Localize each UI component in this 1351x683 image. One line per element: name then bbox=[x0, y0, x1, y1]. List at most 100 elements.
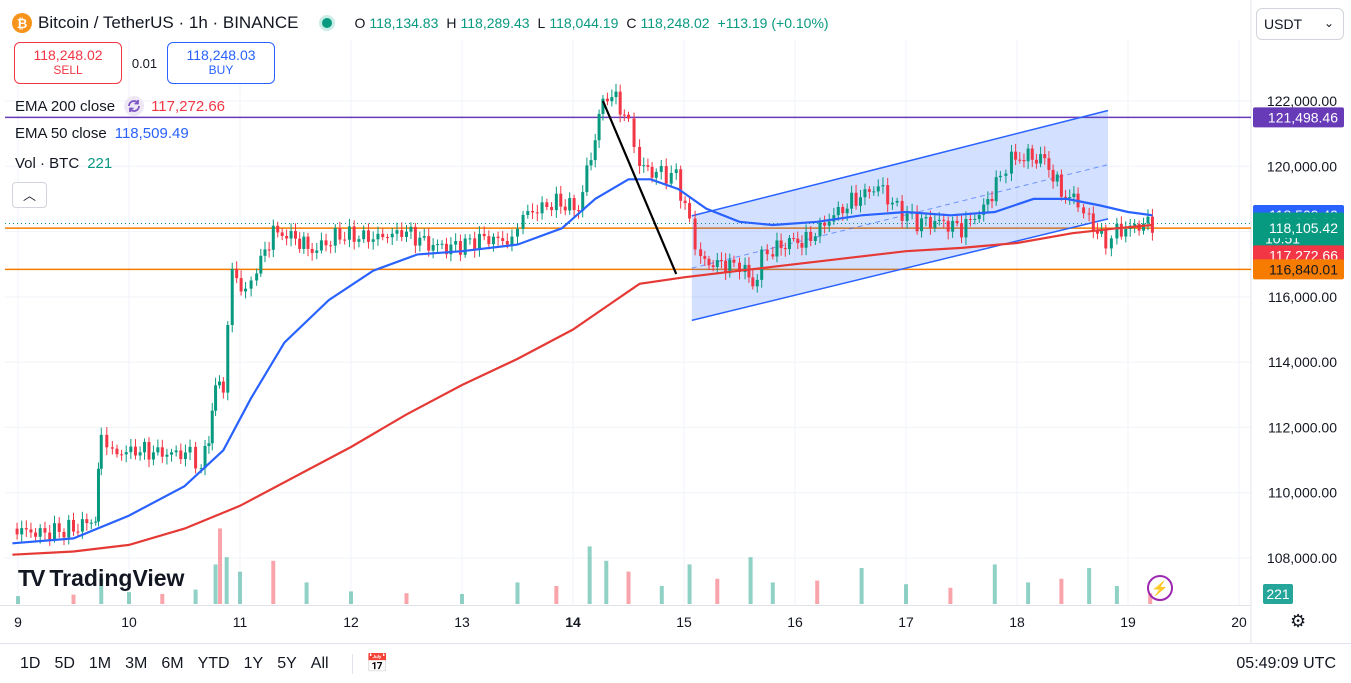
candle-body bbox=[444, 243, 448, 255]
candle-body bbox=[458, 241, 462, 255]
volume-label: Vol · BTC bbox=[15, 155, 80, 172]
volume-bar bbox=[304, 582, 309, 604]
ema200-legend[interactable]: EMA 200 close 117,272.66 bbox=[15, 95, 225, 117]
trend-line bbox=[601, 100, 678, 275]
range-button-1d[interactable]: 1D bbox=[20, 655, 41, 672]
range-button-6m[interactable]: 6M bbox=[161, 655, 184, 672]
currency-select[interactable]: USDT ⌄ bbox=[1256, 8, 1344, 40]
volume-bar bbox=[218, 528, 223, 604]
volume-bar bbox=[224, 557, 229, 604]
volume-legend[interactable]: Vol · BTC 221 bbox=[15, 155, 112, 172]
candle-body bbox=[1142, 223, 1146, 231]
candle-body bbox=[841, 206, 845, 214]
time-tick-label: 17 bbox=[898, 614, 914, 630]
volume-bar bbox=[193, 589, 198, 604]
candle-body bbox=[1124, 229, 1128, 237]
candle-body bbox=[982, 204, 986, 215]
collapse-legend-button[interactable]: ︿ bbox=[12, 182, 47, 208]
candle-body bbox=[302, 236, 306, 249]
time-tick-label: 19 bbox=[1120, 614, 1136, 630]
low-label: L bbox=[537, 15, 546, 31]
candle-body bbox=[324, 240, 328, 246]
candle-body bbox=[674, 169, 678, 174]
candle-body bbox=[15, 528, 19, 535]
candle-body bbox=[632, 118, 636, 147]
candle-body bbox=[306, 236, 310, 249]
price-tick-label: 110,000.00 bbox=[1268, 485, 1337, 501]
candle-body bbox=[659, 166, 663, 172]
range-button-all[interactable]: All bbox=[310, 655, 329, 672]
price-tick-label: 120,000.00 bbox=[1267, 158, 1337, 174]
channel-lower-line bbox=[691, 218, 1109, 322]
range-button-1y[interactable]: 1Y bbox=[243, 655, 264, 672]
candle-body bbox=[593, 140, 597, 161]
candle-body bbox=[357, 239, 361, 242]
candle-body bbox=[669, 173, 673, 184]
ema200-line bbox=[12, 223, 1153, 556]
candle-body bbox=[688, 203, 692, 219]
range-buttons: 1D 5D 1M 3M 6M YTD 1Y 5Y All bbox=[20, 655, 343, 673]
candle-body bbox=[505, 240, 509, 245]
candle-body bbox=[867, 189, 871, 192]
candle-body bbox=[792, 238, 796, 240]
price-axis-label bbox=[1253, 259, 1344, 280]
utc-clock[interactable]: 05:49:09 UTC bbox=[1236, 655, 1336, 672]
price-chart[interactable]: 108,000.00 110,000.00 112,000.00 114,000.00… bbox=[0, 0, 1351, 643]
price-tick-label: 112,000.00 bbox=[1268, 419, 1337, 435]
symbol-header[interactable]: ₿ Bitcoin / TetherUS · 1h · BINANCE O 118… bbox=[12, 11, 833, 35]
candle-body bbox=[338, 228, 342, 240]
ema50-legend[interactable]: EMA 50 close 118,509.49 bbox=[15, 125, 189, 142]
open-label: O bbox=[354, 15, 366, 31]
candle-body bbox=[1150, 216, 1154, 233]
trade-panel: 118,248.02 SELL 0.01 118,248.03 BUY bbox=[14, 42, 275, 84]
time-tick-label: 20 bbox=[1231, 614, 1247, 630]
buy-button[interactable]: 118,248.03 BUY bbox=[167, 42, 275, 84]
candle-body bbox=[20, 528, 24, 535]
candle-body bbox=[1018, 159, 1022, 161]
candle-body bbox=[881, 185, 885, 187]
candle-body bbox=[990, 198, 994, 202]
gear-icon[interactable]: ⚙ bbox=[1290, 611, 1307, 631]
candle-body bbox=[289, 231, 293, 239]
lightning-icon[interactable]: ⚡ bbox=[1147, 575, 1173, 601]
candle-body bbox=[747, 264, 751, 278]
candle-body bbox=[160, 447, 164, 457]
chevron-down-icon: ⌄ bbox=[1323, 16, 1334, 30]
candle-body bbox=[937, 219, 941, 221]
candle-body bbox=[1030, 148, 1034, 160]
candle-body bbox=[1119, 223, 1123, 237]
calendar-icon[interactable]: 📅 bbox=[366, 653, 389, 673]
candle-body bbox=[585, 165, 589, 193]
candle-body bbox=[563, 206, 567, 211]
candle-body bbox=[728, 259, 732, 274]
quantity-value[interactable]: 0.01 bbox=[131, 55, 158, 71]
candle-body bbox=[413, 226, 417, 246]
candle-body bbox=[572, 198, 576, 211]
candle-body bbox=[1072, 193, 1076, 198]
candle-body bbox=[477, 233, 481, 250]
candle-body bbox=[1039, 154, 1043, 164]
candle-body bbox=[850, 192, 854, 209]
range-button-ytd[interactable]: YTD bbox=[197, 655, 230, 672]
candle-body bbox=[627, 114, 630, 119]
candle-body bbox=[226, 325, 230, 393]
range-button-5d[interactable]: 5D bbox=[54, 655, 75, 672]
candle-body bbox=[409, 226, 413, 232]
candle-body bbox=[436, 244, 440, 246]
candle-body bbox=[711, 265, 715, 267]
volume-bar bbox=[349, 591, 353, 604]
candle-body bbox=[597, 113, 601, 141]
tradingview-logo[interactable]: TV TradingView bbox=[18, 565, 184, 592]
candle-body bbox=[230, 268, 234, 326]
sell-button[interactable]: 118,248.02 SELL bbox=[14, 42, 122, 84]
range-button-1m[interactable]: 1M bbox=[88, 655, 112, 672]
candle-body bbox=[199, 468, 203, 470]
price-tick-label: 116,000.00 bbox=[1268, 289, 1337, 305]
candle-body bbox=[732, 259, 736, 263]
candle-body bbox=[99, 434, 103, 469]
candle-body bbox=[271, 225, 275, 250]
symbol-title[interactable]: Bitcoin / TetherUS · 1h · BINANCE bbox=[38, 13, 299, 32]
refresh-icon[interactable] bbox=[123, 95, 145, 117]
range-button-5y[interactable]: 5Y bbox=[277, 655, 297, 672]
range-button-3m[interactable]: 3M bbox=[125, 655, 148, 672]
